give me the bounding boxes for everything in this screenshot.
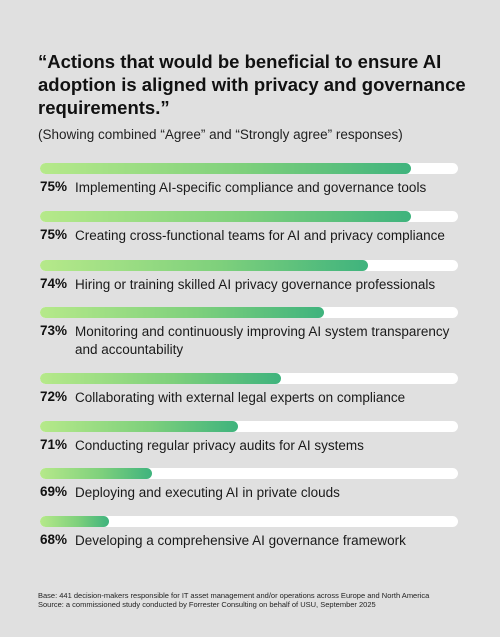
chart-title: “Actions that would be beneficial to ens… [38, 50, 468, 119]
bar-track [40, 516, 458, 527]
footnote-base: Base: 441 decision-makers responsible fo… [38, 591, 458, 600]
footnote: Base: 441 decision-makers responsible fo… [38, 591, 458, 609]
bar-track [40, 421, 458, 432]
bar-category-label: Collaborating with external legal expert… [75, 389, 465, 407]
bar [40, 516, 109, 527]
bar [40, 163, 411, 174]
bar-category-label: Hiring or training skilled AI privacy go… [75, 276, 465, 294]
bar-track [40, 307, 458, 318]
bar [40, 260, 368, 271]
bar [40, 307, 324, 318]
bar-value-label: 75% [40, 227, 67, 242]
bar-value-label: 75% [40, 179, 67, 194]
bar-category-label: Monitoring and continuously improving AI… [75, 323, 465, 359]
bar [40, 373, 281, 384]
bar-track [40, 163, 458, 174]
bar-track [40, 211, 458, 222]
bar-category-label: Implementing AI-specific compliance and … [75, 179, 465, 197]
bar-value-label: 68% [40, 532, 67, 547]
bar-category-label: Conducting regular privacy audits for AI… [75, 437, 465, 455]
bar-category-label: Developing a comprehensive AI governance… [75, 532, 465, 550]
bar [40, 468, 152, 479]
footnote-source: Source: a commissioned study conducted b… [38, 600, 458, 609]
bar-category-label: Deploying and executing AI in private cl… [75, 484, 465, 502]
bar-category-label: Creating cross-functional teams for AI a… [75, 227, 465, 245]
bar-track [40, 468, 458, 479]
bar-value-label: 74% [40, 276, 67, 291]
bar [40, 421, 238, 432]
bar-value-label: 69% [40, 484, 67, 499]
bar [40, 211, 411, 222]
bar-track [40, 260, 458, 271]
bar-track [40, 373, 458, 384]
bar-value-label: 72% [40, 389, 67, 404]
bar-value-label: 71% [40, 437, 67, 452]
bar-value-label: 73% [40, 323, 67, 338]
chart-subtitle: (Showing combined “Agree” and “Strongly … [38, 127, 403, 142]
